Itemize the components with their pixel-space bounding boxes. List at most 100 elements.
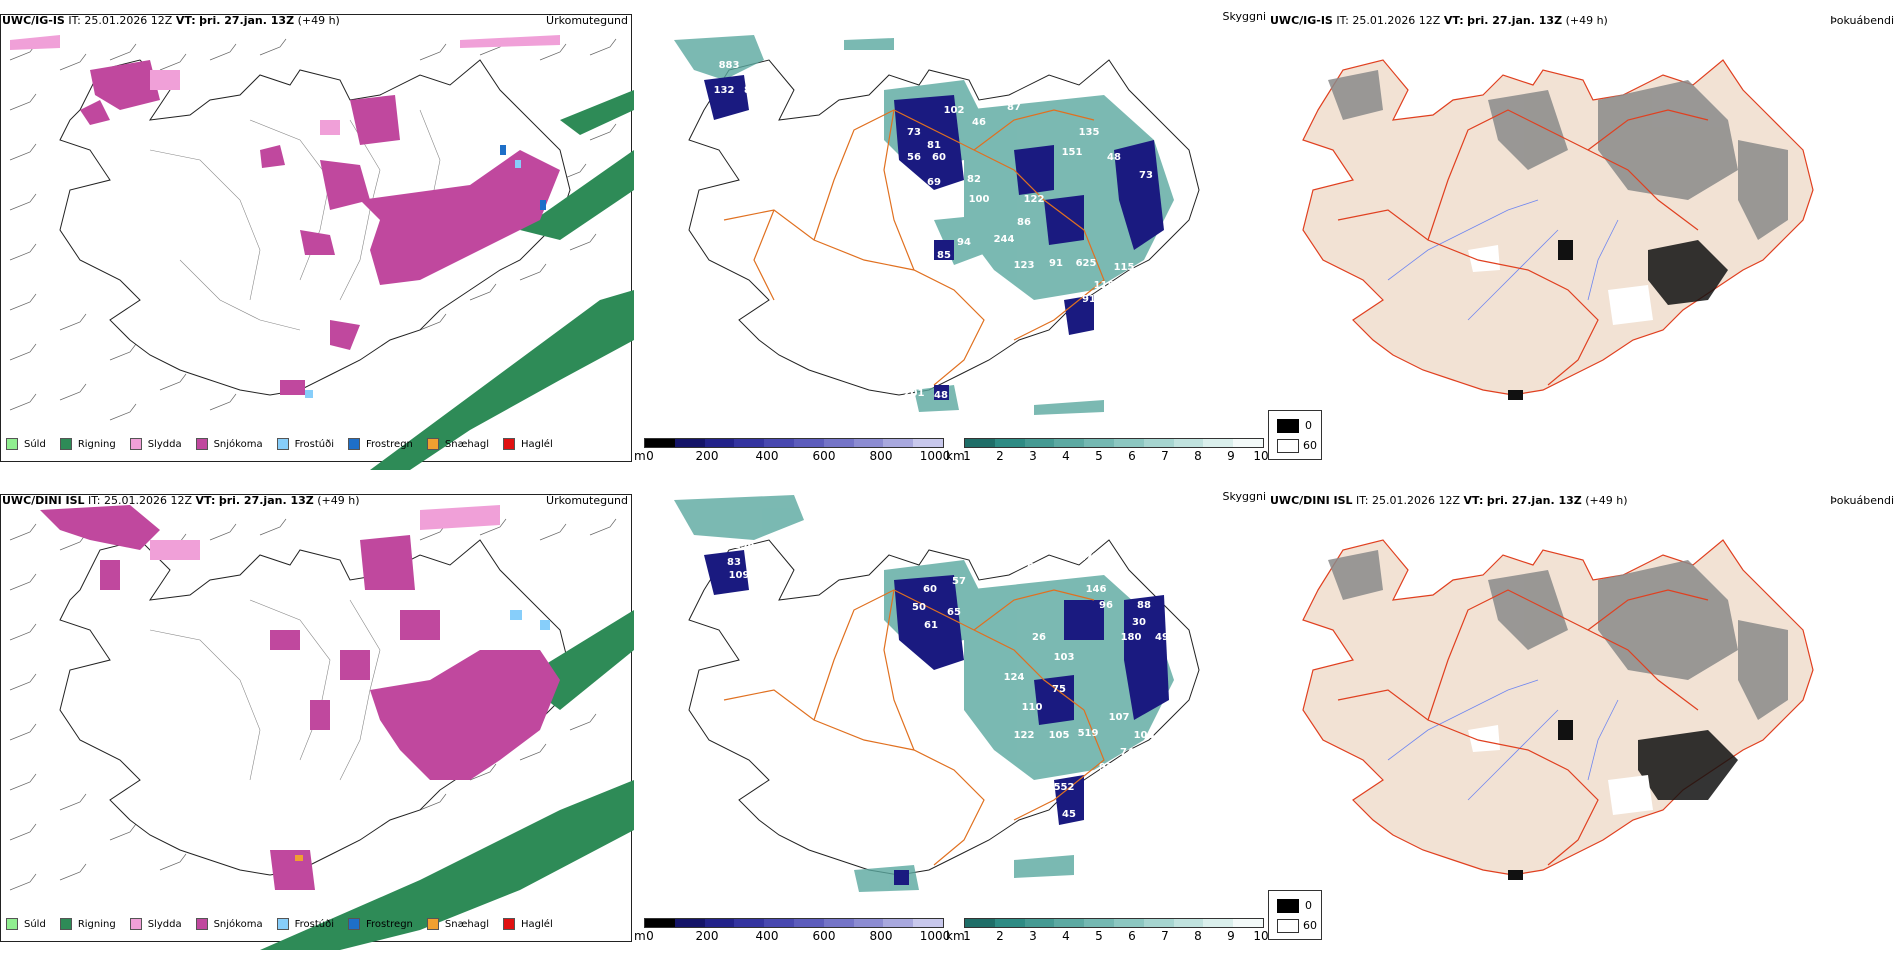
cloud-tick: 2 [996,929,1004,943]
legend-item-freezing-rain: Frostregn [348,438,413,450]
legend-item-rain: Rigning [59,438,116,450]
binary-black-swatch [1277,899,1299,913]
vis-value: 87 [744,85,758,96]
vis-value: 244 [994,234,1015,245]
cloud-tick: 9 [1227,449,1235,463]
vis-value: 91 [1082,294,1096,305]
fog-label: Þokuábendi [1830,14,1894,27]
vis-value: 91 [1085,782,1099,793]
fog-dark-spots [1508,240,1728,400]
cloud-tick: 1 [963,929,971,943]
freezing-drizzle [510,610,550,630]
fog-dark-spots [1508,720,1738,880]
roads [1337,589,1709,866]
vis-value: 49 [1155,632,1169,643]
cloud-tick: 1 [963,449,971,463]
vis-value: 135 [1079,127,1100,138]
cloud-tick: 7 [1161,929,1169,943]
vis-value: 48 [934,390,948,401]
cloud-unit: km [946,929,965,943]
sleet-areas [10,35,560,135]
legend-item-drizzle: Súld [6,438,46,450]
legend-item-freezing-drizzle: Frostúði [276,438,334,450]
sleet-areas [150,505,500,560]
vis-value: 107 [1109,712,1130,723]
visibility-map: 196 83 109 67 172 207 57 60 50 61 65 146… [674,495,1200,892]
freezing-rain [500,145,546,210]
height-tick: 400 [755,929,779,943]
vis-value: 105 [1134,730,1155,741]
vis-value: 73 [907,127,921,138]
cloud-tick: 6 [1128,449,1136,463]
cloud-tick: 5 [1095,929,1103,943]
height-tick: 0 [646,449,654,463]
legend-item-snow-grains: Snæhagl [426,438,489,450]
vis-value: 201 [904,388,925,399]
road-network [723,109,1105,386]
precip-map [9,35,634,470]
row-dini-isl: UWC/DINI ISL IT: 25.01.2026 12Z VT: þri.… [0,480,1900,955]
precip-map [9,505,634,950]
fog-white [1468,245,1653,325]
vis-value: 123 [1014,260,1035,271]
height-colorbar: 0 200 400 600 800 1000 [644,438,950,463]
roads [1337,109,1709,386]
vis-value: 74 [1120,747,1134,758]
visibility-values: 883 82 87 132 73 102 46 87 81 56 60 69 8… [714,60,1153,401]
row-ig-is: UWC/IG-IS IT: 25.01.2026 12Z VT: þri. 27… [0,0,1900,475]
cloud-tick: 3 [1029,449,1037,463]
legend-item-hail: Haglél [503,438,553,450]
height-colorbar: 0 200 400 600 800 1000 [644,918,950,943]
vt-label: VT: [195,494,216,507]
vis-value: 172 [1079,552,1100,563]
vis-value: 81 [927,140,941,151]
precip-type-panel: UWC/DINI ISL IT: 25.01.2026 12Z VT: þri.… [0,480,634,955]
vis-value: 103 [1054,652,1075,663]
cloud-tick: 10 [1253,449,1269,463]
visibility-label: Skyggni [1222,490,1266,503]
wind-barbs [9,518,617,891]
vt-value: þri. 27.jan. 13Z [1467,14,1563,27]
vis-value: 102 [944,105,965,116]
cloud-tick: 3 [1029,929,1037,943]
vt-value: þri. 27.jan. 13Z [1486,494,1582,507]
vis-value: 75 [1052,684,1066,695]
rain-band-2 [520,150,634,240]
binary-legend: 0 60 [1268,410,1322,460]
binary-label-60: 60 [1303,439,1317,452]
height-tick: 1000 [919,929,951,943]
fog-panel: UWC/IG-IS IT: 25.01.2026 12Z VT: þri. 27… [1268,0,1900,475]
low-visibility-areas [704,75,1164,400]
cloud-tick: 10 [1253,929,1269,943]
vis-value: 552 [1054,782,1075,793]
vis-value: 102 [942,715,963,726]
vis-value: 82 [747,70,761,81]
vis-value: 132 [714,85,735,96]
vis-value: 519 [1078,728,1099,739]
cloud-tick: 6 [1128,929,1136,943]
legend-item-snow: Snjókoma [195,438,263,450]
model-name: UWC/DINI ISL [2,494,85,507]
height-colorbar-gradient [644,918,944,928]
vis-value: 105 [1049,730,1070,741]
lead-time: (+49 h) [1585,494,1628,507]
vis-value: 67 [1027,562,1041,573]
vis-value: 146 [1086,584,1107,595]
cloud-tick: 8 [1194,449,1202,463]
height-tick: 400 [755,449,779,463]
vis-value: 122 [1024,194,1045,205]
vis-value: 625 [1076,258,1097,269]
legend-item-sleet: Slydda [129,918,182,930]
vis-value: 96 [1099,600,1113,611]
wind-barbs [9,38,617,421]
vis-value: 207 [1079,567,1100,578]
lead-time: (+49 h) [1565,14,1608,27]
lead-time: (+49 h) [317,494,360,507]
panel-header: UWC/DINI ISL IT: 25.01.2026 12Z VT: þri.… [1270,494,1628,507]
precip-type-label: Úrkomutegund [546,494,628,507]
fog-white [1468,725,1653,815]
lead-time: (+49 h) [297,14,340,27]
legend-item-snow-grains: Snæhagl [426,918,489,930]
rain-band [260,780,634,950]
iceland-outline [59,59,571,396]
